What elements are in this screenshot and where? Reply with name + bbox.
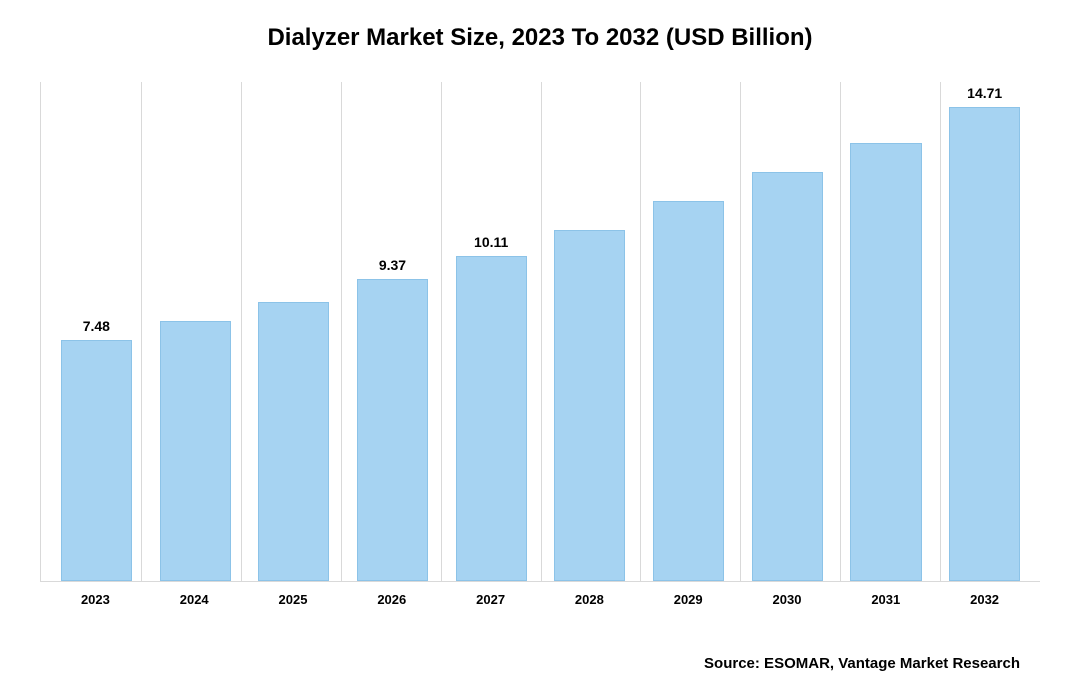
bar <box>949 107 1020 581</box>
source-attribution: Source: ESOMAR, Vantage Market Research <box>704 655 1020 672</box>
bar <box>554 230 625 581</box>
x-tick-label: 2023 <box>46 592 145 607</box>
bar-slot <box>244 82 343 581</box>
bar-slot <box>639 82 738 581</box>
x-axis: 2023202420252026202720282029203020312032 <box>40 592 1040 607</box>
x-tick-label: 2026 <box>342 592 441 607</box>
x-tick-label: 2028 <box>540 592 639 607</box>
x-tick-label: 2024 <box>145 592 244 607</box>
bar-slot: 7.48 <box>47 82 146 581</box>
bar-slot: 10.11 <box>442 82 541 581</box>
x-tick-label: 2027 <box>441 592 540 607</box>
bar-slot: 9.37 <box>343 82 442 581</box>
bar <box>456 256 527 581</box>
bar <box>850 143 921 581</box>
bar-slot <box>146 82 245 581</box>
x-tick-label: 2025 <box>244 592 343 607</box>
bar-slot <box>541 82 640 581</box>
x-tick-label: 2029 <box>639 592 738 607</box>
bar-slot: 14.71 <box>935 82 1034 581</box>
bar-slot <box>837 82 936 581</box>
bar <box>357 279 428 581</box>
bar-slot <box>738 82 837 581</box>
x-tick-label: 2032 <box>935 592 1034 607</box>
bar-value-label: 14.71 <box>967 85 1002 101</box>
chart-container: Dialyzer Market Size, 2023 To 2032 (USD … <box>40 24 1040 607</box>
bar <box>61 340 132 581</box>
bar <box>258 302 329 581</box>
x-tick-label: 2030 <box>738 592 837 607</box>
chart-title: Dialyzer Market Size, 2023 To 2032 (USD … <box>40 24 1040 52</box>
bar-value-label: 9.37 <box>379 257 406 273</box>
plot-area: 7.48 9.37 10.11 14.71 <box>40 82 1040 582</box>
bar <box>752 172 823 581</box>
bar <box>160 321 231 581</box>
bar-value-label: 7.48 <box>83 318 110 334</box>
bar-value-label: 10.11 <box>474 234 508 250</box>
bar <box>653 201 724 581</box>
x-tick-label: 2031 <box>836 592 935 607</box>
